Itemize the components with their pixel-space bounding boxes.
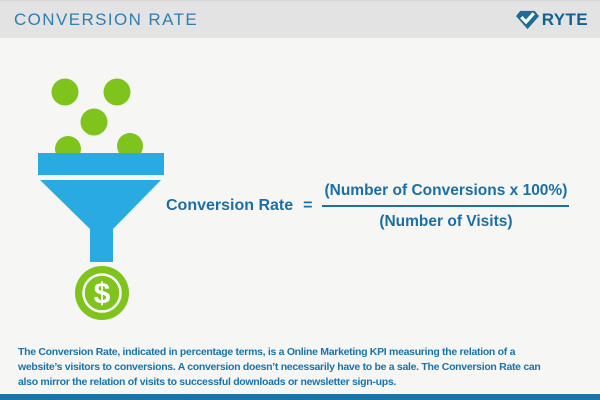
- fraction-denominator: (Number of Visits): [379, 213, 513, 230]
- dollar-sign: $: [94, 278, 111, 311]
- coin-ring: [82, 273, 122, 313]
- conversion-ball: [103, 78, 131, 106]
- ryte-gem-icon: [515, 10, 539, 30]
- conversion-ball: [80, 108, 108, 136]
- funnel-body: [40, 180, 161, 262]
- funnel-top: [38, 153, 164, 175]
- conversion-ball: [117, 133, 143, 159]
- description-line: website’s visitors to conversions. A con…: [18, 361, 541, 373]
- equals-sign: =: [303, 197, 313, 214]
- conversion-ball: [51, 78, 79, 106]
- description-line: also mirror the relation of visits to su…: [18, 376, 396, 388]
- fraction-numerator: (Number of Conversions x 100%): [324, 182, 568, 199]
- fraction-line: [322, 205, 570, 207]
- dollar-coin: $: [75, 266, 129, 320]
- fraction: (Number of Conversions x 100%) (Number o…: [322, 181, 570, 231]
- description-text: The Conversion Rate, indicated in percen…: [18, 345, 598, 390]
- formula-label: Conversion Rate: [166, 197, 294, 214]
- page-title: CONVERSION RATE: [14, 9, 199, 29]
- conversion-formula: Conversion Rate = (Number of Conversions…: [166, 181, 570, 231]
- header-bar: CONVERSION RATE RYTE: [0, 0, 600, 38]
- description-line: The Conversion Rate, indicated in percen…: [18, 346, 516, 358]
- bottom-accent-border: [0, 394, 600, 400]
- funnel-illustration: $: [38, 78, 164, 320]
- brand-logo: RYTE: [515, 8, 588, 31]
- brand-name: RYTE: [541, 9, 588, 29]
